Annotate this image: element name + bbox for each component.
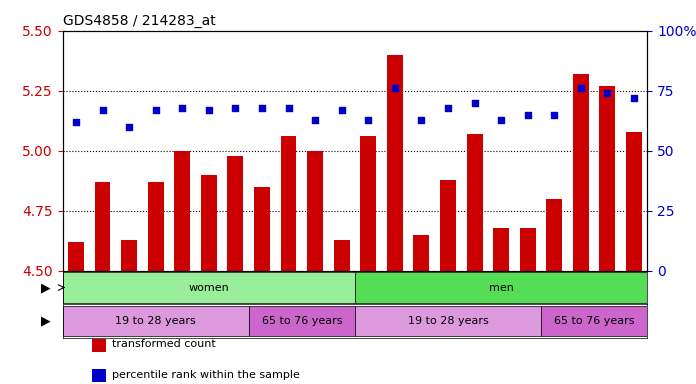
Text: ▶: ▶ — [41, 281, 51, 294]
Point — [203, 107, 214, 113]
Point — [548, 112, 560, 118]
Point — [522, 112, 533, 118]
Point — [469, 99, 480, 106]
Point — [336, 107, 347, 113]
Bar — [466, 134, 482, 271]
Point — [256, 104, 267, 111]
Text: transformed count: transformed count — [112, 339, 216, 349]
Bar — [355, 306, 541, 336]
Text: percentile rank within the sample: percentile rank within the sample — [112, 370, 300, 380]
Point — [230, 104, 241, 111]
Text: ▶: ▶ — [41, 314, 51, 328]
Bar — [95, 182, 111, 271]
Bar — [63, 306, 248, 336]
Text: 65 to 76 years: 65 to 76 years — [554, 316, 634, 326]
Bar — [355, 272, 647, 303]
Bar — [520, 228, 536, 271]
Bar — [541, 306, 647, 336]
Bar — [440, 180, 456, 271]
Bar — [92, 369, 106, 382]
Bar — [92, 339, 106, 352]
Point — [416, 116, 427, 122]
Bar — [63, 272, 355, 303]
Text: 19 to 28 years: 19 to 28 years — [408, 316, 489, 326]
Point — [389, 85, 400, 91]
Point — [283, 104, 294, 111]
Point — [177, 104, 188, 111]
Bar — [254, 187, 270, 271]
Bar — [68, 242, 84, 271]
Bar — [121, 240, 137, 271]
Bar — [413, 235, 429, 271]
Bar — [493, 228, 509, 271]
Text: 65 to 76 years: 65 to 76 years — [262, 316, 342, 326]
Bar — [148, 182, 164, 271]
Text: men: men — [489, 283, 514, 293]
Bar — [174, 151, 190, 271]
Bar — [333, 240, 349, 271]
Bar — [599, 86, 615, 271]
Bar — [626, 131, 642, 271]
Point — [628, 95, 640, 101]
Bar — [573, 74, 589, 271]
Text: women: women — [189, 283, 229, 293]
Bar — [228, 156, 244, 271]
Text: GDS4858 / 214283_at: GDS4858 / 214283_at — [63, 14, 215, 28]
Bar — [546, 199, 562, 271]
Point — [496, 116, 507, 122]
Bar — [307, 151, 323, 271]
Point — [310, 116, 321, 122]
Bar — [280, 136, 296, 271]
Point — [443, 104, 454, 111]
Point — [97, 107, 108, 113]
Text: 19 to 28 years: 19 to 28 years — [116, 316, 196, 326]
Point — [150, 107, 161, 113]
Point — [363, 116, 374, 122]
Point — [576, 85, 587, 91]
Bar — [361, 136, 377, 271]
Point — [70, 119, 81, 125]
Point — [123, 124, 134, 130]
Bar — [248, 306, 355, 336]
Bar — [387, 55, 403, 271]
Point — [602, 90, 613, 96]
Bar — [201, 175, 216, 271]
